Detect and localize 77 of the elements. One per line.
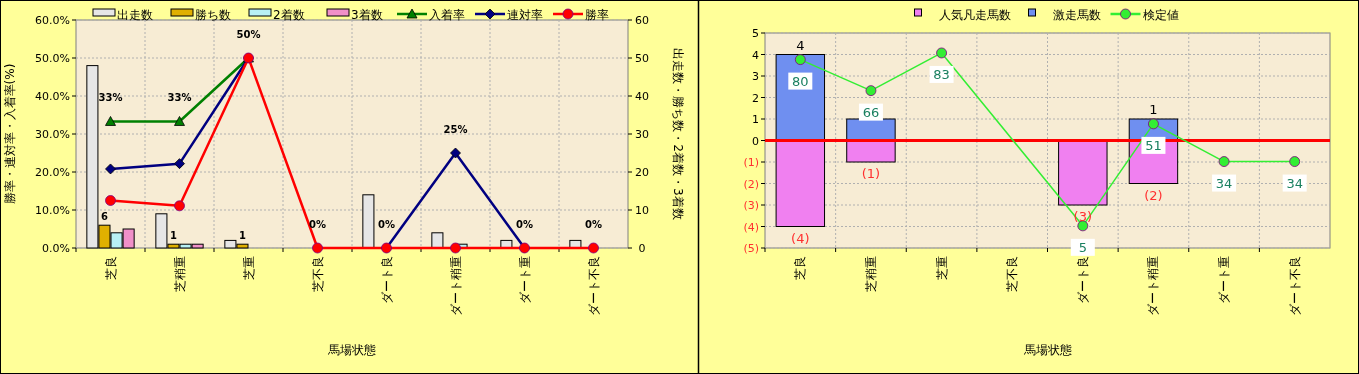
x-tick-label: ダート重 [1217,256,1232,304]
data-label: 34 [1286,175,1303,191]
legend-label: 2着数 [273,8,305,22]
data-label: 33% [98,92,123,104]
y-tick-label: 0.0% [42,242,70,255]
data-label: 80 [792,73,809,89]
x-tick-label: ダート稍重 [1146,256,1161,316]
legend-label: 検定値 [1142,8,1179,22]
x-tick-label: ダート良 [1075,256,1090,304]
data-label: (2) [1144,187,1163,203]
legend-label: 出走数 [117,8,153,22]
y-tick-label: 40.0% [35,90,70,103]
x-tick-label: 芝重 [241,256,256,280]
y2-tick-label: 0 [638,242,646,255]
y-tick-label: (5) [743,242,759,255]
y-tick-label: 2 [752,91,759,105]
data-label: 51 [1145,137,1162,153]
data-label: 66 [862,104,880,120]
y-tick-label: 60.0% [35,14,70,27]
data-label: 0% [378,219,395,230]
y2-tick-label: 40 [635,90,649,103]
y-tick-label: 30.0% [35,128,70,141]
data-label: 0% [585,219,602,230]
y-tick-label: 5 [752,27,759,40]
x-tick-label: ダート不良 [586,256,601,316]
x-tick-label: ダート良 [379,256,394,304]
x-tick-label: 芝稍重 [863,256,878,292]
legend-label: 勝率 [585,8,609,22]
x-tick-label: 芝重 [934,256,949,280]
data-label: 1 [1149,102,1158,117]
y-tick-label: 3 [752,70,759,83]
legend-label: 3着数 [351,8,383,22]
data-label: 1 [238,230,246,242]
y-tick-label: 10.0% [35,204,70,217]
y-tick-label: 20.0% [35,166,70,179]
y2-tick-label: 20 [635,166,649,179]
data-label: 5 [1078,239,1087,255]
data-label: 34 [1215,175,1233,191]
y-tick-label: (4) [743,220,759,234]
x-tick-label: 芝稍重 [172,256,187,292]
y-tick-label: 50.0% [35,52,70,65]
x-tick-label: ダート不良 [1287,256,1302,316]
data-label: 50% [236,29,261,40]
x-axis-title: 馬場状態 [1022,343,1072,357]
legend-label: 連対率 [507,8,543,22]
y2-tick-label: 30 [635,128,649,141]
y-tick-label: (3) [743,199,759,212]
y-tick-label: (2) [743,177,759,191]
x-tick-label: 芝良 [103,256,118,280]
data-label: (1) [861,166,881,181]
x-tick-label: ダート稍重 [448,256,463,316]
y-tick-label: 1 [752,113,759,126]
y-tick-label: 4 [752,48,759,62]
y2-axis-title: 出走数・勝ち数・2着数・3着数 [671,48,685,220]
legend-label: 人気凡走馬数 [938,8,1011,22]
legend-label: 入着率 [429,8,465,22]
y2-tick-label: 60 [635,14,649,27]
data-label: 33% [167,92,192,104]
y-axis-title: 勝率・連対率・入着率(%) [3,63,17,205]
x-tick-label: 芝不良 [310,256,325,292]
data-label: 6 [100,211,108,223]
x-tick-label: 芝不良 [1005,256,1020,292]
data-label: 0% [516,219,533,230]
legend-label: 激走馬数 [1052,8,1101,22]
y2-tick-label: 50 [635,52,649,65]
x-tick-label: 芝良 [793,256,808,280]
data-label: 4 [796,37,805,53]
legend-label: 勝ち数 [195,8,231,22]
x-tick-label: ダート重 [517,256,532,304]
data-label: (4) [791,230,810,246]
data-label: 25% [443,124,468,135]
y-tick-label: (1) [743,156,759,169]
x-axis-title: 馬場状態 [327,343,376,357]
y-tick-label: 0 [752,134,759,148]
y2-tick-label: 10 [635,204,649,217]
data-label: 1 [169,230,177,242]
data-label: 83 [933,66,950,82]
